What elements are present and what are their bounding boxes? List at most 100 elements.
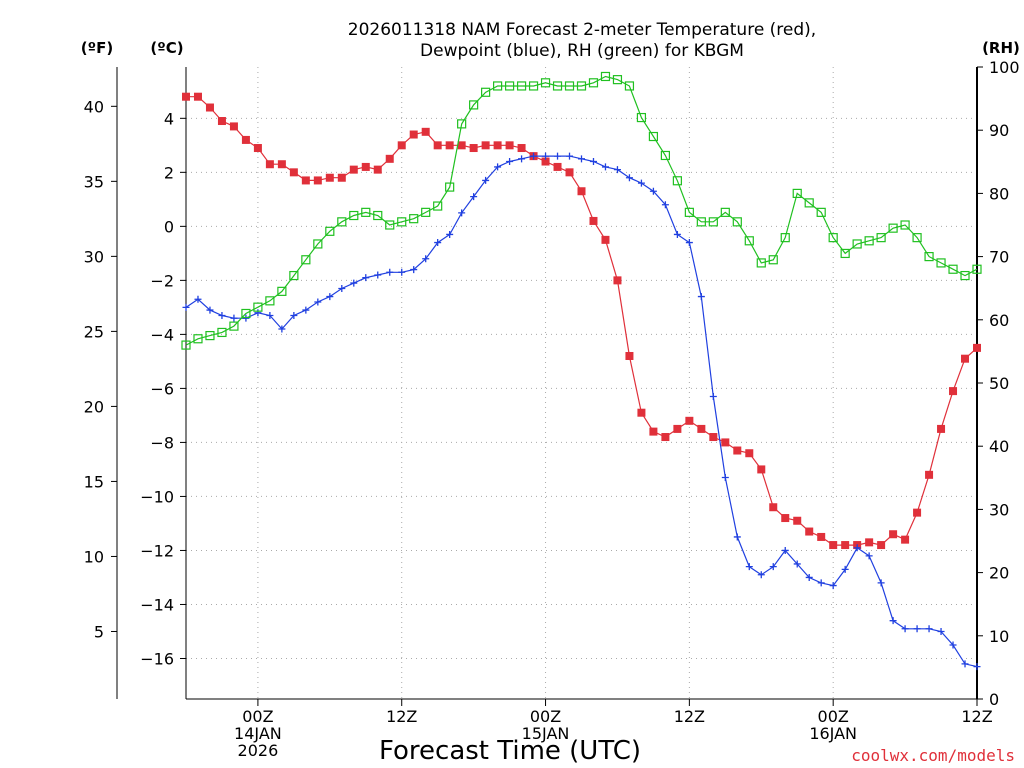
dewpoint-point: [230, 314, 238, 322]
dewpoint-point: [973, 663, 981, 671]
temperature-point: [397, 141, 406, 150]
dewpoint-point: [506, 158, 514, 166]
rh-point: [528, 81, 539, 91]
rh-point: [564, 81, 575, 91]
rh-point: [708, 217, 718, 227]
temperature-point: [577, 187, 586, 196]
temperature-point: [793, 516, 802, 525]
rh-point: [756, 258, 766, 268]
temperature-point: [841, 541, 850, 550]
rh-point: [780, 233, 790, 243]
temperature-point: [193, 92, 202, 101]
series-rh: [181, 71, 982, 350]
temperature-point: [325, 173, 334, 182]
dewpoint-line: [185, 155, 978, 668]
dewpoint-point: [637, 179, 645, 187]
rh-tick-label: 60: [989, 311, 1009, 330]
temperature-point: [961, 354, 970, 363]
rh-point: [540, 78, 551, 88]
series-dewpoint: [182, 152, 981, 671]
temperature-point: [349, 165, 358, 174]
temperature-point: [889, 530, 898, 539]
rh-point: [720, 207, 730, 217]
fahrenheit-tick-label: 25: [84, 322, 104, 341]
rh-point: [493, 81, 503, 91]
temperature-point: [229, 122, 238, 131]
temperature-point: [313, 176, 322, 185]
time-tick-label: 16JAN: [809, 724, 857, 743]
dewpoint-point: [446, 230, 454, 238]
temperature-point: [805, 527, 814, 536]
time-tick-label: 00Z: [530, 707, 561, 726]
temperature-point: [481, 141, 490, 150]
celsius-tick-label: −12: [140, 541, 174, 560]
dewpoint-point: [470, 193, 478, 201]
dewpoint-point: [805, 573, 813, 581]
dewpoint-point: [350, 279, 358, 287]
temperature-point: [637, 408, 646, 417]
title-line: 2026011318 NAM Forecast 2-meter Temperat…: [348, 20, 816, 40]
dewpoint-point: [218, 311, 226, 319]
temperature-point: [601, 235, 610, 244]
rh-unit-label: (RH): [982, 39, 1020, 57]
rh-point: [672, 176, 682, 186]
celsius-tick-label: −8: [150, 433, 174, 452]
dewpoint-point: [709, 393, 717, 401]
dewpoint-point: [901, 625, 909, 633]
temperature-point: [589, 216, 598, 225]
rh-tick-label: 50: [989, 374, 1009, 393]
rh-point: [433, 201, 443, 211]
fahrenheit-axis: 40 35 30 25 20 15 10 5: [84, 97, 117, 641]
temperature-point: [265, 160, 274, 169]
rh-point: [181, 340, 191, 350]
temperature-point: [733, 446, 742, 455]
time-tick-label: 15JAN: [522, 724, 570, 743]
rh-point: [684, 207, 694, 217]
temperature-point: [721, 438, 730, 447]
dewpoint-point: [829, 582, 837, 590]
fahrenheit-tick-label: 20: [84, 397, 104, 416]
rh-point: [792, 188, 802, 198]
fahrenheit-tick-label: 35: [84, 172, 104, 191]
celsius-tick-label: −2: [150, 271, 174, 290]
temperature-point: [373, 165, 382, 174]
rh-point: [744, 236, 754, 246]
rh-tick-label: 40: [989, 437, 1009, 456]
rh-point: [576, 81, 587, 91]
temperature-point: [757, 465, 766, 474]
rh-point: [337, 217, 347, 227]
rh-point: [660, 150, 670, 161]
dewpoint-point: [566, 152, 574, 160]
dewpoint-point: [482, 176, 490, 184]
rh-tick-label: 70: [989, 248, 1009, 267]
rh-point: [217, 327, 227, 338]
dewpoint-point: [769, 563, 777, 571]
dewpoint-point: [578, 155, 585, 163]
dewpoint-point: [422, 255, 430, 263]
temperature-point: [673, 424, 682, 433]
rh-tick-label: 80: [989, 184, 1009, 203]
fahrenheit-tick-label: 10: [84, 547, 104, 566]
rh-point: [445, 182, 455, 192]
credit-text: coolwx.com/models: [851, 746, 1015, 765]
temperature-point: [182, 92, 190, 101]
dewpoint-point: [673, 230, 681, 238]
dewpoint-point: [649, 187, 657, 195]
dewpoint-point: [865, 552, 873, 560]
temperature-point: [457, 141, 466, 150]
rh-point: [816, 207, 826, 217]
time-tick-label: 2026: [238, 741, 279, 760]
dewpoint-point: [242, 314, 250, 322]
temperature-line: [186, 96, 978, 546]
dewpoint-point: [961, 660, 969, 668]
rh-tick-label: 0: [989, 690, 999, 709]
temperature-point: [865, 538, 874, 547]
rh-tick-label: 90: [989, 121, 1009, 140]
rh-point: [588, 78, 599, 88]
temperature-point: [937, 424, 946, 433]
rh-point: [948, 264, 958, 274]
celsius-tick-label: −6: [150, 379, 174, 398]
chart-title: 2026011318 NAM Forecast 2-meter Temperat…: [348, 20, 816, 61]
dewpoint-point: [925, 625, 933, 633]
temperature-point: [433, 141, 442, 150]
